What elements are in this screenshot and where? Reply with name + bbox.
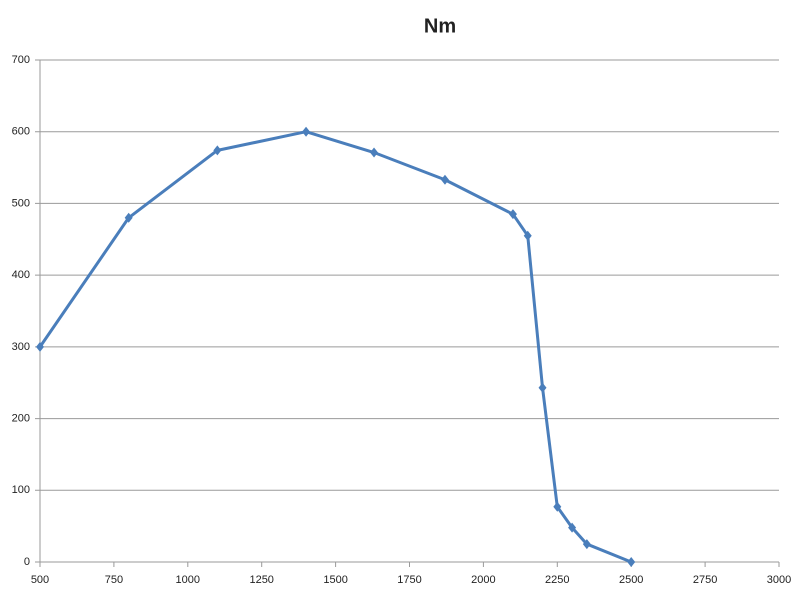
x-tick-label: 1000 <box>176 574 200 586</box>
y-tick-label: 400 <box>12 269 30 281</box>
x-tick-label: 2500 <box>619 574 643 586</box>
marker <box>523 230 532 241</box>
x-tick-label: 2250 <box>545 574 569 586</box>
y-tick-label: 100 <box>12 484 30 496</box>
marker <box>302 126 311 137</box>
marker <box>36 341 44 352</box>
x-tick-label: 1500 <box>323 574 347 586</box>
marker <box>553 501 562 512</box>
marker <box>370 147 379 158</box>
chart-title: Nm <box>424 15 456 37</box>
y-tick-label: 200 <box>12 412 30 424</box>
y-tick-label: 500 <box>12 197 30 209</box>
x-tick-label: 2000 <box>471 574 495 586</box>
y-tick-label: 600 <box>12 126 30 138</box>
marker <box>440 174 449 185</box>
y-tick-label: 700 <box>12 54 30 66</box>
x-tick-label: 500 <box>31 574 49 586</box>
marker <box>538 382 547 393</box>
x-tick-label: 1250 <box>249 574 273 586</box>
x-tick-label: 1750 <box>397 574 421 586</box>
x-tick-label: 750 <box>105 574 123 586</box>
x-tick-label: 3000 <box>767 574 791 586</box>
marker <box>124 212 133 223</box>
y-tick-label: 0 <box>24 556 30 568</box>
marker <box>213 145 222 156</box>
x-tick-label: 2750 <box>693 574 717 586</box>
marker <box>508 209 517 220</box>
marker <box>582 539 591 550</box>
marker <box>627 557 636 567</box>
y-tick-label: 300 <box>12 341 30 353</box>
marker <box>568 522 577 533</box>
